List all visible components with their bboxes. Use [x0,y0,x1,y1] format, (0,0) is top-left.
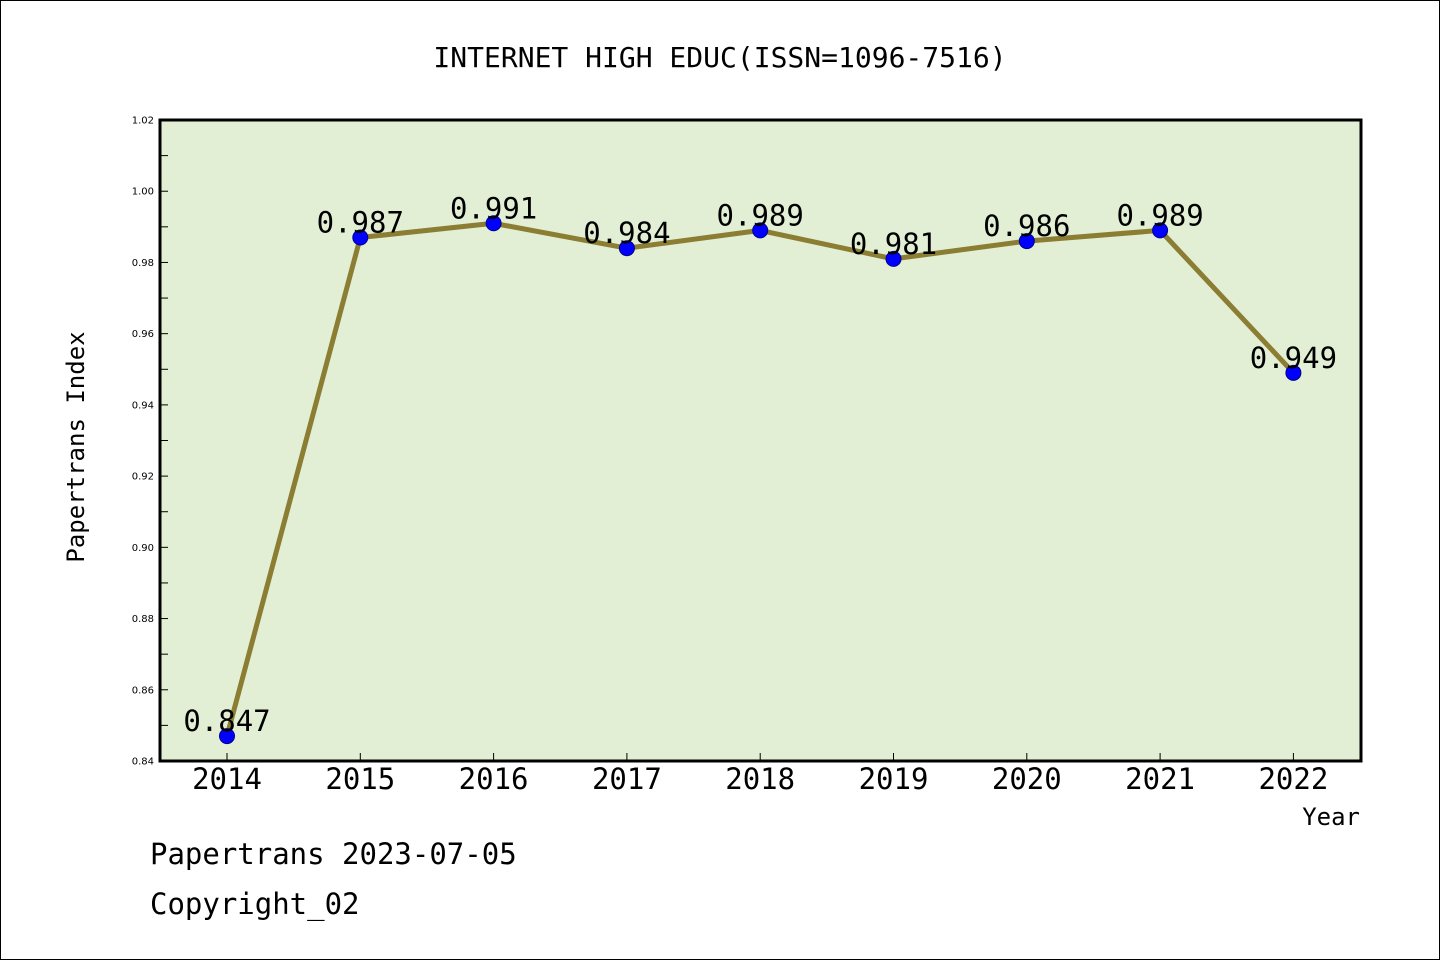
x-axis-label: Year [1302,803,1360,831]
x-tick-label: 2018 [725,762,795,796]
y-tick-label: 1.02 [132,116,154,127]
y-tick-label: 0.94 [132,400,154,411]
data-label: 0.847 [183,704,270,738]
y-axis-label: Papertrans Index [62,331,90,562]
data-label: 0.989 [717,198,804,232]
x-tick-label: 2016 [459,762,529,796]
y-tick-label: 0.84 [132,757,154,768]
data-point [752,222,769,239]
data-label: 0.949 [1250,341,1337,375]
y-tick-label: 0.98 [132,258,154,269]
data-point [352,229,369,246]
x-tick-label: 2017 [592,762,662,796]
y-tick-label: 1.00 [132,187,154,198]
data-label: 0.984 [583,216,670,250]
y-tick-label: 0.90 [132,543,154,554]
data-label: 0.989 [1116,198,1203,232]
x-tick-label: 2021 [1125,762,1195,796]
y-tick-label: 0.88 [132,614,154,625]
footer-date: Papertrans 2023-07-05 [150,837,517,871]
data-point [618,240,635,257]
data-point [1285,364,1302,381]
data-label: 0.981 [850,227,937,261]
data-point [1018,233,1035,250]
data-point [885,250,902,267]
data-point [219,728,235,745]
x-tick-label: 2015 [325,762,395,796]
x-tick-label: 2022 [1258,762,1328,796]
x-tick-label: 2019 [859,762,929,796]
data-label: 0.991 [450,191,537,225]
x-tick-label: 2020 [992,762,1062,796]
data-label: 0.986 [983,209,1070,243]
x-tick-label: 2014 [192,762,262,796]
footer-copyright: Copyright_02 [150,887,360,922]
y-tick-label: 0.92 [132,472,154,483]
data-point [1152,222,1169,239]
x-axis-ticks: 2014 2015 2016 2017 2018 2019 2020 2021 2022 [192,753,1328,796]
data-label: 0.987 [317,206,404,240]
series-group: 0.847 0.987 0.991 0.984 0.989 0.981 0.986 0.989… [183,191,1337,745]
y-tick-label: 0.86 [132,685,154,696]
data-point [485,215,502,232]
y-tick-label: 0.96 [132,329,154,340]
chart-title: INTERNET HIGH EDUC(ISSN=1096-7516) [433,41,1006,74]
y-axis-ticks: 0.84 0.86 0.88 0.90 0.92 0.94 0.96 0.98 1.00 1.02 [132,116,168,768]
